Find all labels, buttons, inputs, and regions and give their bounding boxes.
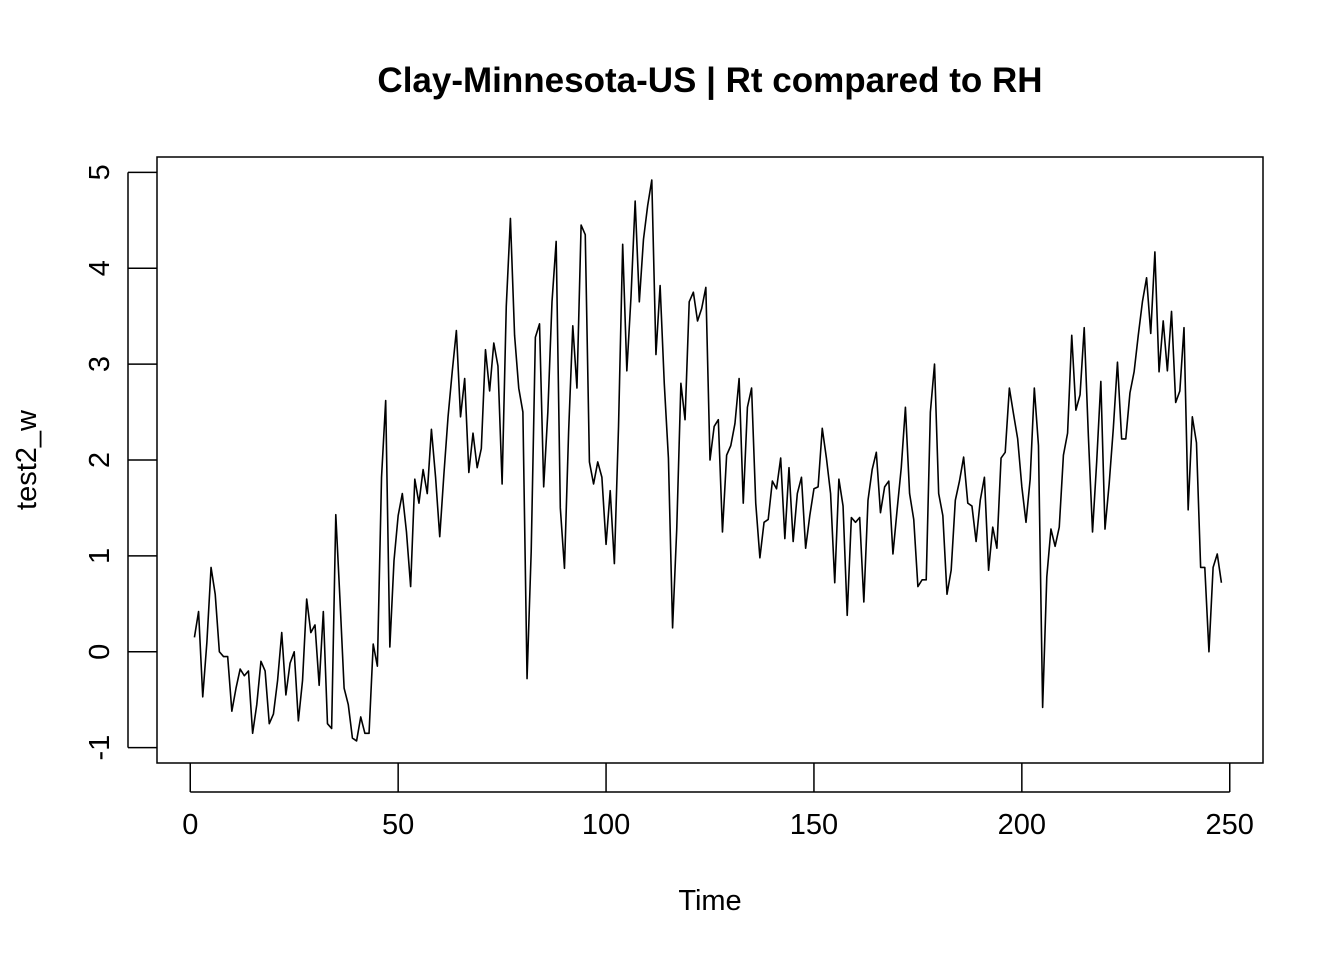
chart-title: Clay-Minnesota-US | Rt compared to RH [377,61,1042,100]
series-line [193,179,1223,742]
x-tick-label: 50 [382,809,414,841]
x-axis: 0 50 100 150 200 250 [182,763,1254,841]
y-tick-label: 3 [84,356,116,372]
y-tick-label: 5 [84,164,116,180]
x-tick-label: 0 [182,809,198,841]
y-tick-label: 2 [84,452,116,468]
x-axis-label: Time [678,885,741,917]
y-tick-label: 0 [84,644,116,660]
x-tick-label: 200 [998,809,1046,841]
y-tick-label: 1 [84,548,116,564]
y-tick-label: 4 [84,260,116,276]
x-tick-label: 250 [1206,809,1254,841]
x-tick-label: 150 [790,809,838,841]
y-axis-label: test2_w [11,409,43,510]
x-tick-label: 100 [582,809,630,841]
y-axis: -1 0 1 2 3 4 5 [84,164,157,761]
y-tick-label: -1 [84,735,116,761]
